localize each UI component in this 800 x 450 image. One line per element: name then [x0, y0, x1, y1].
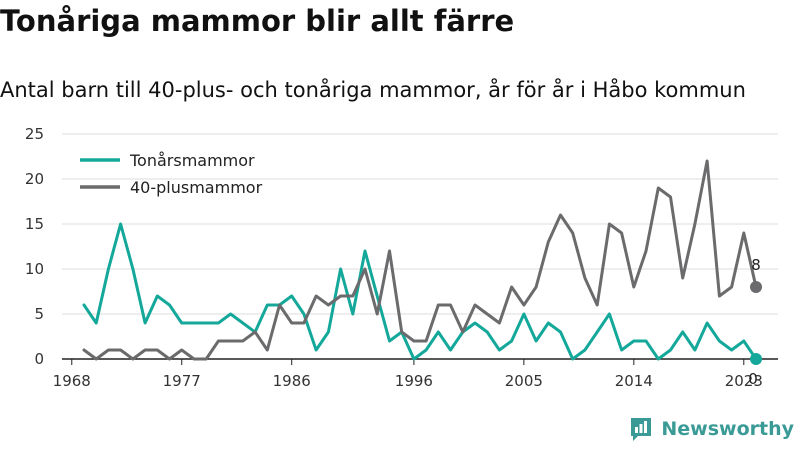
end-labels: 08: [748, 256, 761, 388]
legend-label: Tonårsmammor: [129, 151, 255, 170]
x-tick-label: 1996: [395, 372, 433, 390]
chart-subtitle: Antal barn till 40-plus- och tonåriga ma…: [0, 78, 746, 102]
y-tick-label: 25: [25, 125, 44, 143]
series-end-point: [750, 353, 763, 365]
y-tick-label: 20: [25, 170, 44, 188]
brand-name: Newsworthy: [661, 418, 794, 440]
x-tick-label: 1968: [53, 372, 91, 390]
series-line-tonarsmammor: [82, 222, 758, 361]
x-tick-label: 1977: [163, 372, 201, 390]
x-tick-label: 2023: [725, 372, 763, 390]
x-tick-label: 1986: [273, 372, 311, 390]
legend: Tonårsmammor 40-plusmammor: [80, 151, 263, 197]
x-axis: 1968 1977 1986 1996 2005 2014 2023: [53, 359, 763, 390]
series-lines: [82, 159, 763, 365]
x-tick-label: 2005: [505, 372, 543, 390]
legend-label: 40-plusmammor: [130, 178, 263, 197]
series-end-label: 0: [748, 370, 758, 388]
y-tick-label: 15: [25, 215, 44, 233]
chart-title: Tonåriga mammor blir allt färre: [0, 4, 515, 38]
y-tick-label: 5: [34, 305, 44, 323]
series-end-point: [750, 281, 763, 293]
x-tick-label: 2014: [615, 372, 653, 390]
y-axis: 0 5 10 15 20 25: [25, 125, 44, 368]
brand: Newsworthy: [629, 414, 794, 444]
y-tick-label: 0: [34, 350, 44, 368]
y-tick-label: 10: [25, 260, 44, 278]
series-line-40-plusmammor: [82, 159, 758, 361]
newsworthy-logo-icon: [631, 418, 652, 441]
series-end-label: 8: [751, 256, 761, 274]
